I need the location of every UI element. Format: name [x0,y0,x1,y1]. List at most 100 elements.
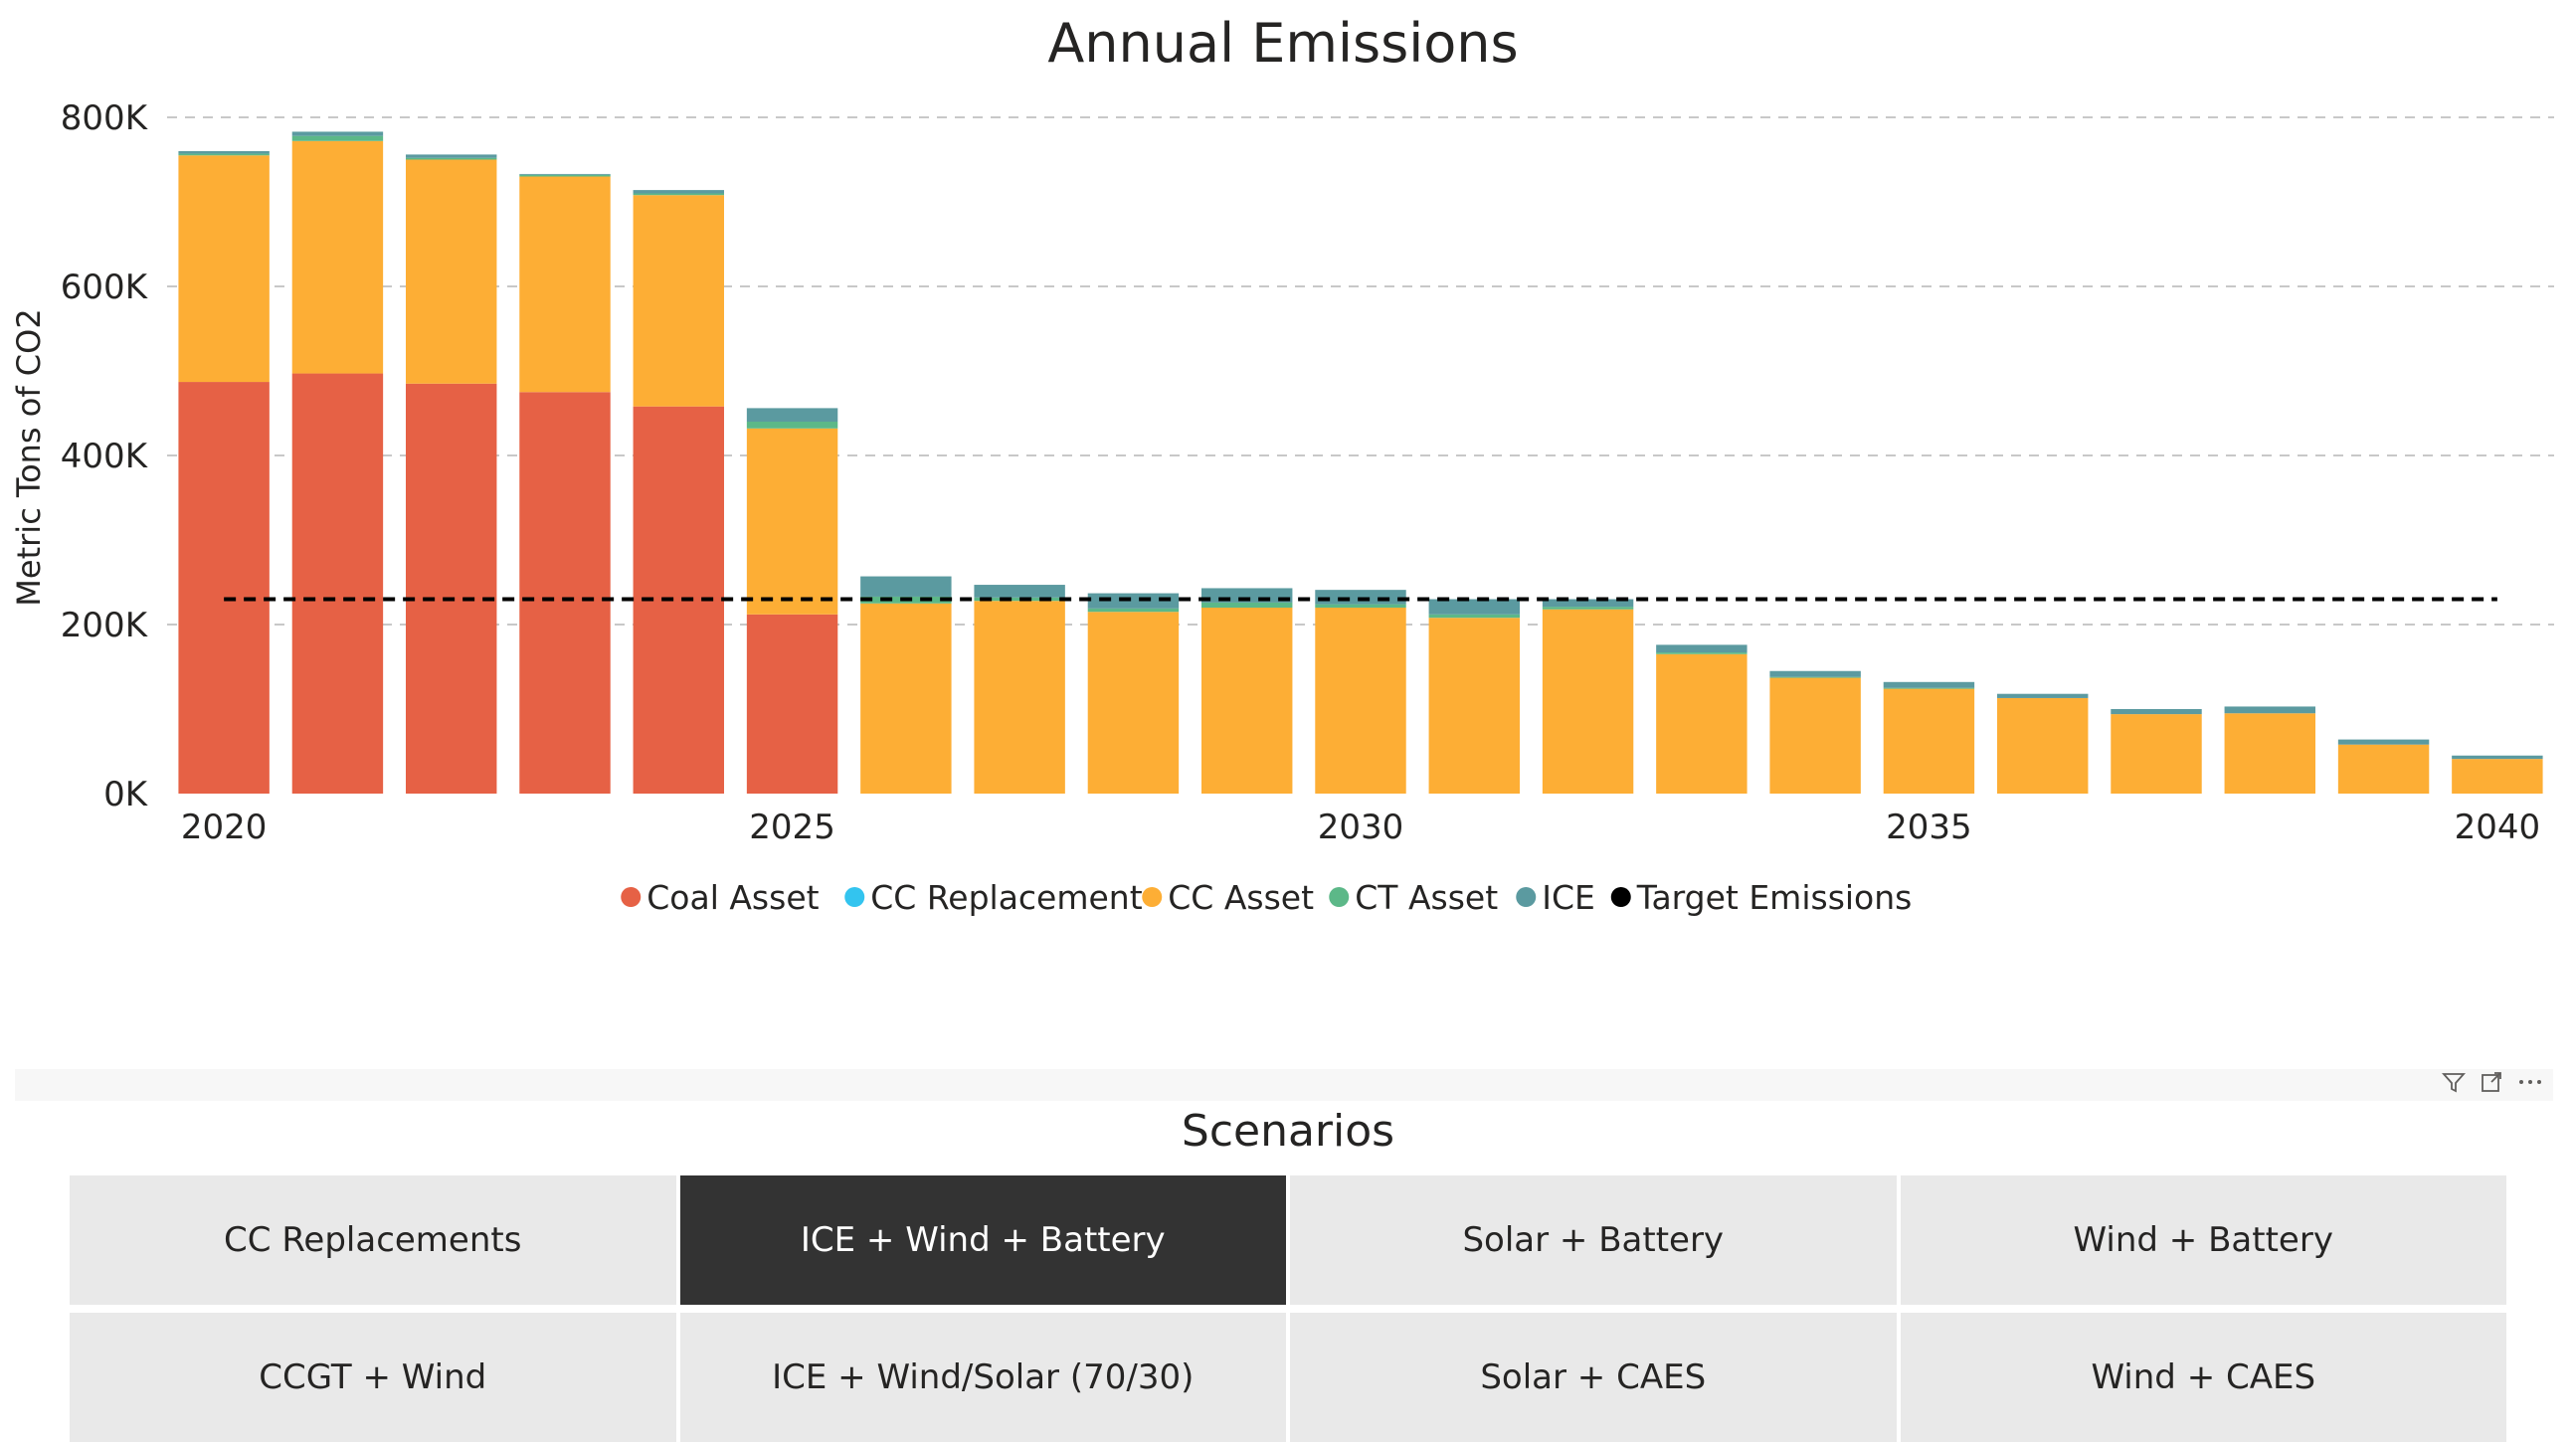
bar-segment-cc-asset [2337,744,2430,794]
bar-segment-ice [1315,590,1406,605]
bar-segment-ct-asset [291,135,384,141]
bar-segment-coal-asset [519,392,611,794]
bar-segment-cc-asset [1428,618,1520,794]
bar-segment-cc-asset [1997,697,2089,794]
focus-mode-icon[interactable] [2480,1070,2503,1100]
legend-marker [1516,887,1537,907]
bar-segment-cc-asset [178,155,270,383]
scenario-tile-ice-wind-battery[interactable]: ICE + Wind + Battery [679,1175,1286,1305]
y-tick-label: 0K [103,775,149,814]
bar-segment-cc-asset [974,601,1065,794]
bar-segment-cc-asset [1656,653,1748,794]
bar-segment-coal-asset [746,614,838,794]
bar-segment-cc-asset [406,159,497,384]
bar-segment-ice [633,190,724,194]
scenario-tile-cc-replacements[interactable]: CC Replacements [70,1175,676,1305]
legend-item-label: CT Asset [1355,878,1498,917]
bar-segment-coal-asset [291,373,384,794]
bar-segment-cc-asset [2452,759,2543,794]
scenario-tile-solar-battery[interactable]: Solar + Battery [1290,1175,1897,1305]
scenario-tile-label: ICE + Wind + Battery [800,1220,1166,1260]
bar-segment-cc-asset [519,176,611,393]
scenario-tile-solar-caes[interactable]: Solar + CAES [1290,1313,1897,1442]
scenario-tile-wind-caes[interactable]: Wind + CAES [1900,1313,2506,1442]
bar-segment-coal-asset [406,383,497,794]
bar-segment-cc-asset [2111,714,2202,794]
y-tick-label: 800K [61,98,149,138]
x-tick-label: 2025 [749,808,835,847]
legend-item-label: CC Replacement [870,878,1142,917]
bar-segment-ct-asset [178,153,270,156]
bar-segment-cc-asset [746,428,838,615]
scenario-tile-ice-wind-solar-70-30[interactable]: ICE + Wind/Solar (70/30) [679,1313,1286,1442]
scenario-tile-label: Wind + Battery [2073,1220,2333,1260]
bar-segment-ice [406,154,497,158]
y-axis-ticks: 0K 200K 400K 600K 800K [61,98,149,814]
legend-marker [1142,887,1163,907]
scenario-tile-label: ICE + Wind/Solar (70/30) [772,1357,1195,1397]
more-options-icon[interactable] [2517,1070,2543,1100]
legend: Coal Asset CC Replacement CC Asset CT Asset… [621,878,1912,917]
bar-segment-ice [860,576,952,597]
bar-segment-ct-asset [519,174,611,177]
x-tick-label: 2040 [2455,808,2541,847]
legend-item-label: ICE [1542,878,1595,917]
bar-segment-ct-asset [1428,614,1520,619]
x-tick-label: 2030 [1318,808,1404,847]
bar-segment-ct-asset [633,193,724,196]
x-tick-label: 2020 [181,808,268,847]
x-axis-ticks: 2020 2025 2030 2035 2040 [181,808,2540,847]
bar-segment-cc-asset [1087,612,1180,794]
bar-segment-ct-asset [1315,604,1406,608]
bars [178,131,2543,794]
scenario-tile-wind-battery[interactable]: Wind + Battery [1900,1175,2506,1305]
bar-segment-cc-asset [633,195,724,407]
bar-segment-cc-asset [1883,688,1975,794]
scenario-tile-label: CC Replacements [224,1220,522,1260]
bar-segment-cc-asset [1201,608,1293,794]
bar-segment-cc-asset [1315,608,1406,794]
bar-segment-cc-asset [1769,677,1861,794]
bar-segment-cc-asset [291,140,384,374]
bar-segment-ct-asset [1883,687,1975,689]
chart-title: Annual Emissions [1047,12,1518,75]
y-tick-label: 600K [61,268,149,307]
legend-item-label: Target Emissions [1636,878,1913,917]
bar-segment-ice [2224,706,2315,714]
bar-segment-ct-asset [1542,607,1634,610]
bar-segment-ice [178,151,270,154]
bar-segment-ct-asset [1769,676,1861,678]
legend-marker [844,887,865,907]
y-axis-label: Metric Tons of CO2 [10,308,48,606]
bar-segment-ct-asset [746,422,838,429]
bar-segment-ice [1542,599,1634,608]
bar-segment-ice [1769,670,1861,677]
bar-segment-ice [746,408,838,422]
scenario-tile-ccgt-wind[interactable]: CCGT + Wind [70,1313,676,1442]
annual-emissions-chart: Annual Emissions 0K 200K 400K 600K 800K Metr… [10,12,2554,917]
bar-segment-ice [519,173,611,175]
bar-segment-cc-asset [860,603,952,794]
bar-segment-ice [1997,693,2089,698]
bar-segment-cc-asset [1542,609,1634,794]
legend-item-label: Coal Asset [646,878,819,917]
y-tick-label: 400K [61,437,149,476]
scenario-slicer: CC Replacements ICE + Wind + Battery Solar… [70,1175,2506,1442]
bar-segment-ice [1087,593,1180,609]
bar-segment-ct-asset [1087,608,1180,613]
scenario-tile-label: Solar + Battery [1462,1220,1725,1260]
bar-segment-ice [1428,599,1520,615]
bar-segment-ice [1656,644,1748,653]
legend-marker [621,887,642,907]
slicer-header-bar [15,1069,2553,1101]
scenario-tile-label: Solar + CAES [1480,1357,1707,1397]
bar-segment-ct-asset [406,157,497,160]
x-tick-label: 2035 [1886,808,1972,847]
scenarios-title: Scenarios [1181,1106,1395,1157]
bar-segment-ct-asset [1201,602,1293,608]
bar-segment-ice [291,131,384,136]
bar-segment-ct-asset [1656,652,1748,654]
filter-icon[interactable] [2441,1070,2467,1100]
bar-segment-ice [2111,709,2202,715]
bar-segment-ice [2337,739,2430,745]
